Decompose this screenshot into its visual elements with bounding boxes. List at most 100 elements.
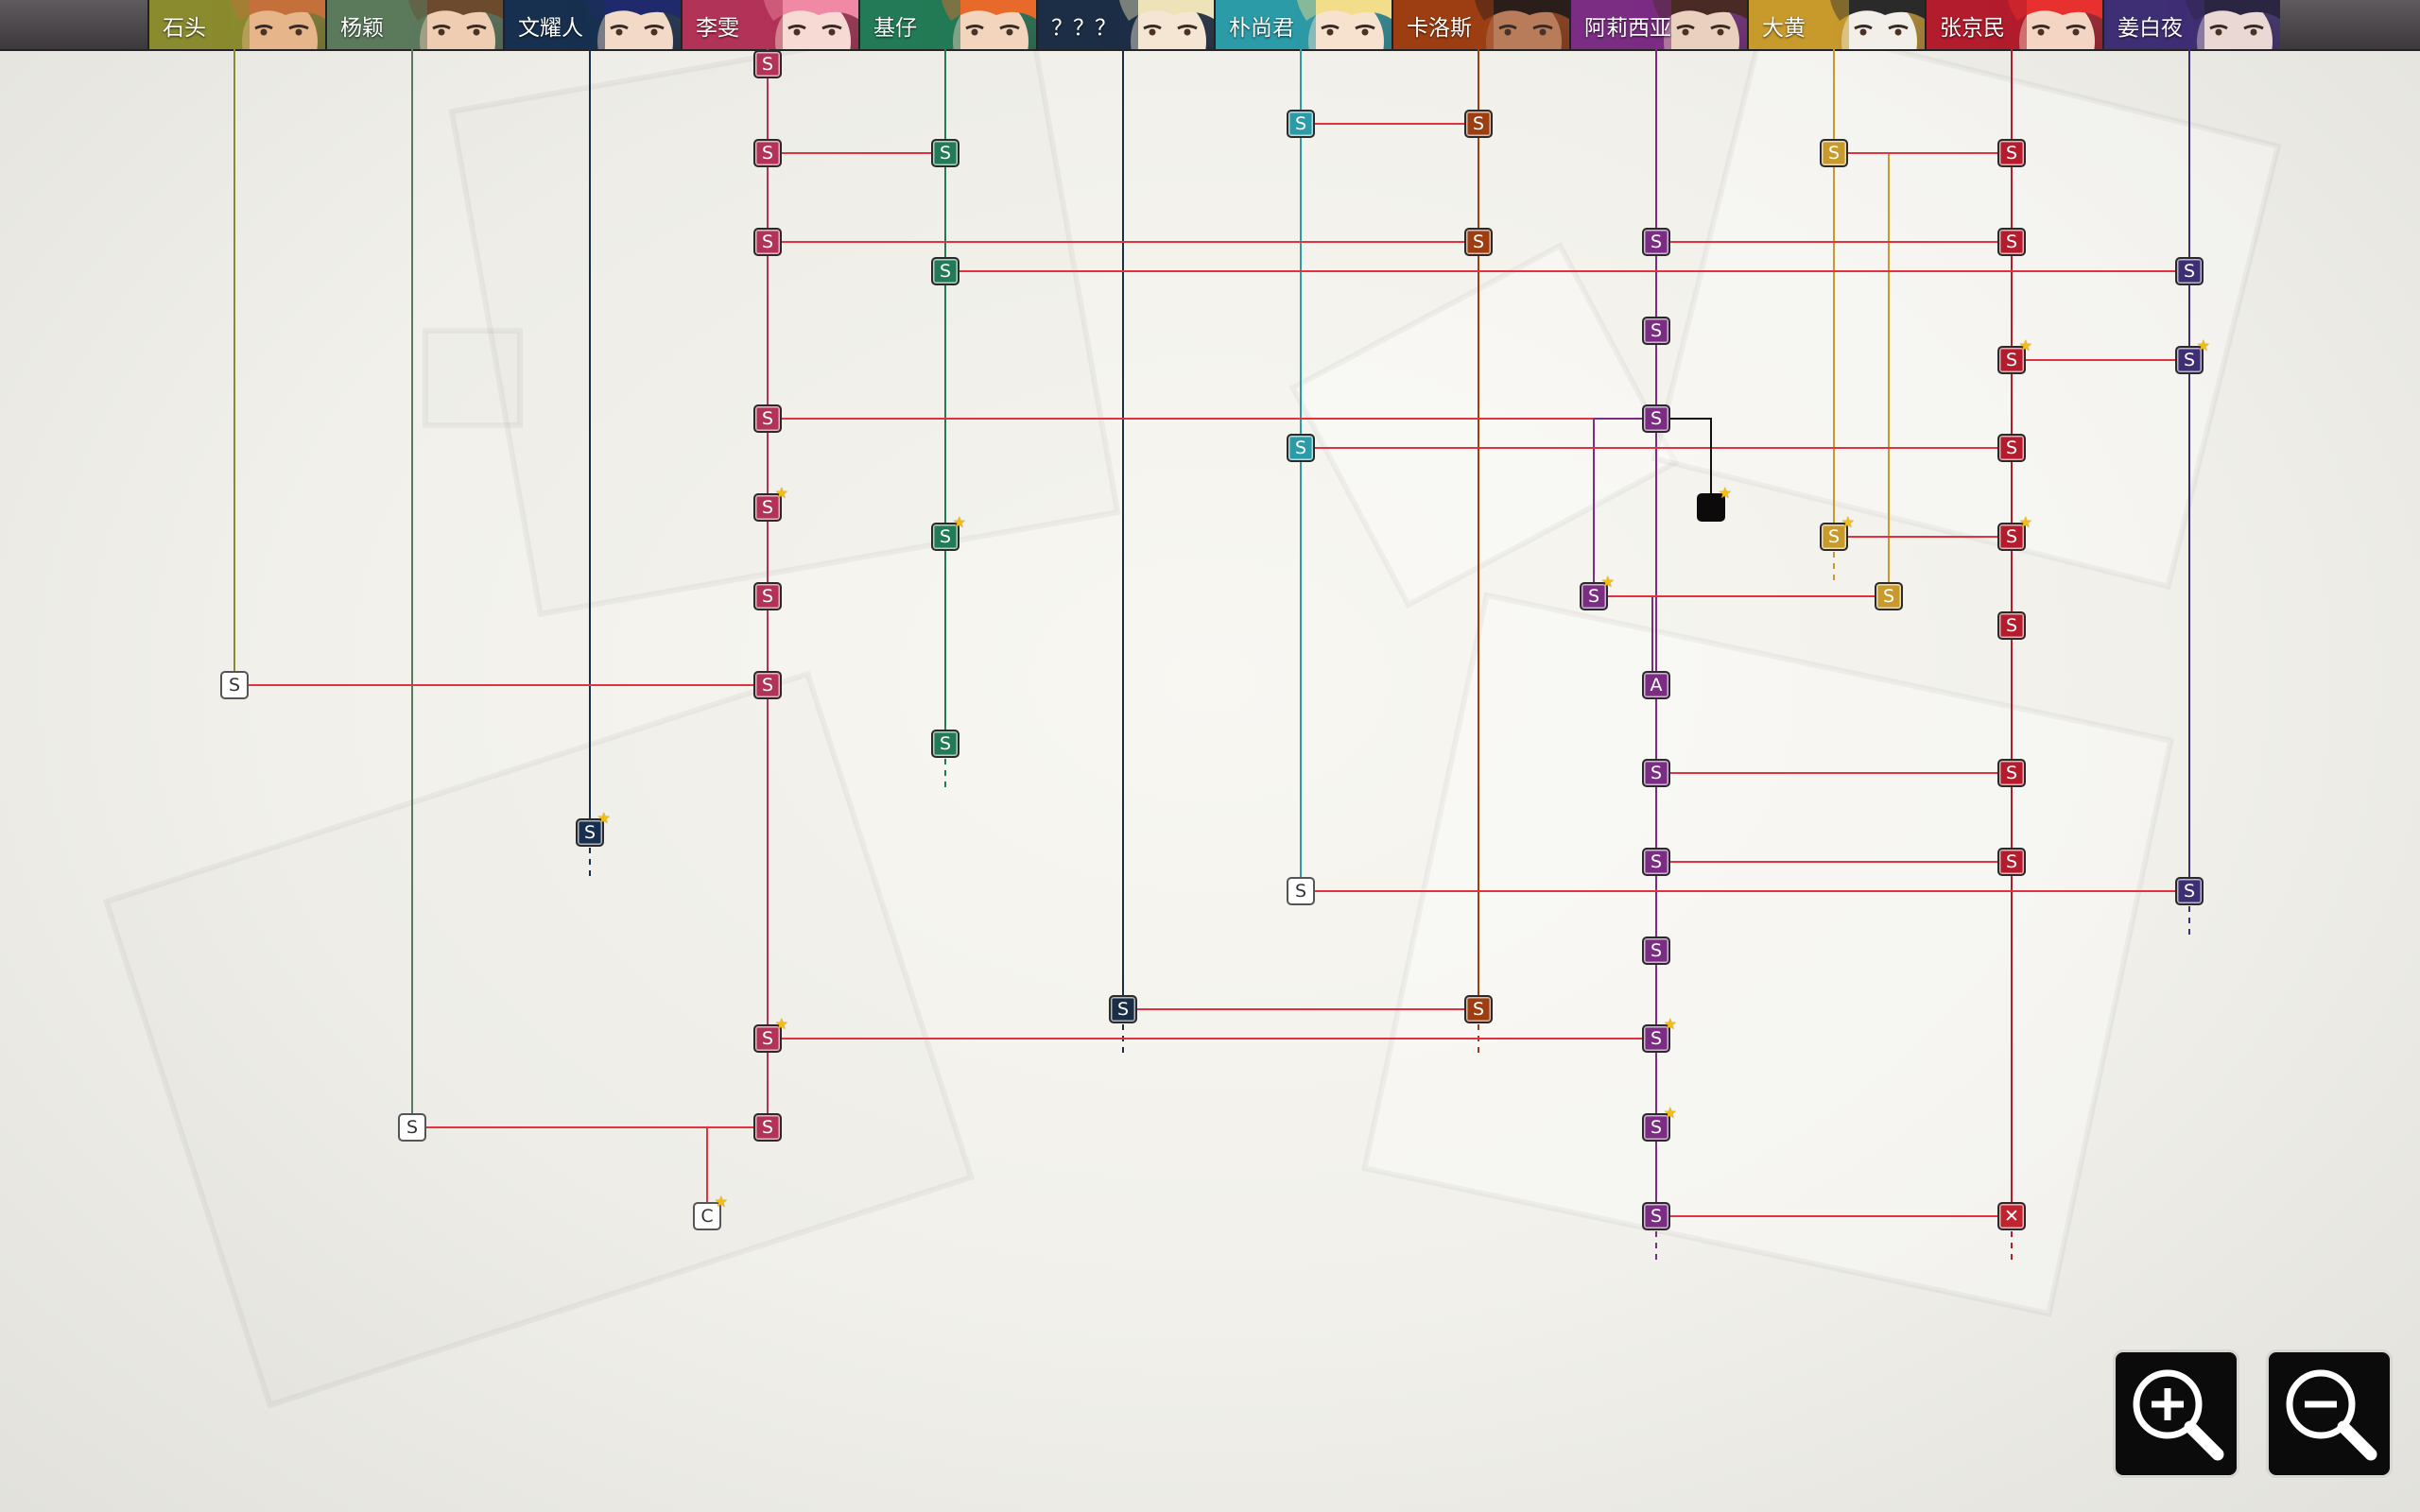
node-label: S [1827, 525, 1841, 547]
route-node[interactable]: S [753, 139, 782, 167]
node-label: S [2005, 850, 2018, 872]
route-node[interactable]: S [753, 50, 782, 78]
route-node[interactable]: ★ [1697, 486, 1732, 522]
node-label: S [1587, 585, 1600, 607]
character-name: 张京民 [1940, 16, 2005, 41]
character-name: 石头 [163, 16, 206, 41]
route-node[interactable]: S [1997, 759, 2026, 787]
route-node[interactable]: S [1642, 317, 1670, 345]
character-tab-shitou[interactable]: 石头 [147, 0, 325, 49]
route-node[interactable]: S [931, 257, 959, 285]
route-node[interactable]: S ★ [1580, 575, 1615, 610]
route-node-c[interactable]: C ★ [693, 1194, 728, 1230]
route-node[interactable]: S [1997, 434, 2026, 462]
star-icon: ★ [1841, 513, 1855, 531]
route-node[interactable]: S [220, 671, 249, 699]
character-tab-dahuang[interactable]: 大黄 [1747, 0, 1925, 49]
star-icon: ★ [774, 484, 788, 502]
route-node[interactable]: S [2175, 257, 2204, 285]
route-node[interactable]: S ★ [753, 1017, 788, 1053]
character-tab-wenyao[interactable]: 文耀人 [503, 0, 681, 49]
route-node[interactable]: S [2175, 877, 2204, 905]
route-node[interactable]: S [931, 730, 959, 758]
route-node[interactable]: S ★ [931, 515, 966, 551]
character-tab-alixiya[interactable]: 阿莉西亚 [1569, 0, 1747, 49]
route-node-a[interactable]: A [1642, 671, 1670, 699]
route-node[interactable]: S [1464, 228, 1493, 256]
route-node[interactable]: S ★ [1642, 1017, 1677, 1053]
route-node[interactable]: S ★ [2175, 338, 2210, 374]
node-label: S [2005, 349, 2018, 370]
route-node-locked[interactable]: ✕ [1997, 1202, 2026, 1230]
star-icon: ★ [952, 513, 966, 531]
node-label: S [1294, 880, 1307, 902]
node-label: S [1650, 1116, 1663, 1138]
route-node[interactable]: S [753, 1113, 782, 1142]
route-node[interactable]: S [753, 228, 782, 256]
route-node[interactable]: S [1464, 995, 1493, 1023]
route-node[interactable]: S [1997, 228, 2026, 256]
node-label: S [1650, 850, 1663, 872]
star-icon: ★ [2018, 513, 2032, 531]
route-node[interactable]: S [1997, 848, 2026, 876]
route-node[interactable]: S [1287, 110, 1315, 138]
character-tab-jiangby[interactable]: 姜白夜 [2102, 0, 2280, 49]
character-portrait [1100, 0, 1214, 49]
decorative-shape [423, 328, 523, 428]
route-node[interactable]: S [1287, 434, 1315, 462]
route-node[interactable]: S [398, 1113, 426, 1142]
star-icon: ★ [2196, 336, 2210, 354]
node-label: ✕ [2004, 1205, 2019, 1227]
character-tab-pushang[interactable]: 朴尚君 [1214, 0, 1392, 49]
route-node[interactable]: S [931, 139, 959, 167]
route-node[interactable]: S [753, 404, 782, 433]
node-label: S [761, 231, 774, 252]
node-label: C [700, 1205, 714, 1227]
character-portrait [212, 0, 325, 49]
character-name: 基仔 [873, 16, 917, 41]
character-tab-yangying[interactable]: 杨颖 [325, 0, 503, 49]
node-label: S [761, 1116, 774, 1138]
character-tab-kaluosi[interactable]: 卡洛斯 [1392, 0, 1569, 49]
character-portrait [567, 0, 681, 49]
decorative-shape [1361, 592, 2174, 1317]
character-tab-jizai[interactable]: 基仔 [858, 0, 1036, 49]
route-node[interactable]: S [1820, 139, 1848, 167]
route-node[interactable]: S [1642, 228, 1670, 256]
route-node[interactable]: S ★ [576, 811, 611, 847]
route-node[interactable]: S ★ [1642, 1106, 1677, 1142]
node-label: S [761, 1027, 774, 1049]
node-label: S [1116, 998, 1130, 1020]
route-node[interactable]: S [1997, 611, 2026, 640]
route-node[interactable]: S [1997, 139, 2026, 167]
character-name: ？？？ [1051, 16, 1116, 41]
route-node[interactable]: S [1642, 1202, 1670, 1230]
route-node[interactable]: S [1109, 995, 1137, 1023]
zoom-in-button[interactable] [2116, 1352, 2237, 1475]
route-node[interactable]: S [753, 582, 782, 610]
route-node[interactable]: S [1642, 848, 1670, 876]
route-node[interactable]: S [1287, 877, 1315, 905]
route-node[interactable]: S [1875, 582, 1903, 610]
route-node[interactable]: S [1642, 759, 1670, 787]
route-node[interactable]: S [753, 671, 782, 699]
route-node[interactable]: S ★ [753, 486, 788, 522]
character-tab-unknown[interactable]: ？？？ [1036, 0, 1214, 49]
route-node[interactable]: S ★ [1820, 515, 1855, 551]
decorative-shape [1651, 14, 2282, 591]
route-node[interactable]: S ★ [1997, 515, 2032, 551]
route-node[interactable]: S [1642, 404, 1670, 433]
zoom-out-button[interactable] [2269, 1352, 2390, 1475]
zoom-out-icon [2286, 1369, 2377, 1461]
route-node[interactable]: S [1642, 936, 1670, 965]
star-icon: ★ [596, 809, 611, 827]
node-label: S [939, 732, 952, 754]
character-tab-zhangjm[interactable]: 张京民 [1925, 0, 2102, 49]
route-node[interactable]: S [1464, 110, 1493, 138]
character-tab-liwen[interactable]: 李雯 [681, 0, 858, 49]
character-portrait [1811, 0, 1925, 49]
route-node[interactable]: S ★ [1997, 338, 2032, 374]
character-portrait [2167, 0, 2280, 49]
node-label: A [1650, 674, 1663, 696]
